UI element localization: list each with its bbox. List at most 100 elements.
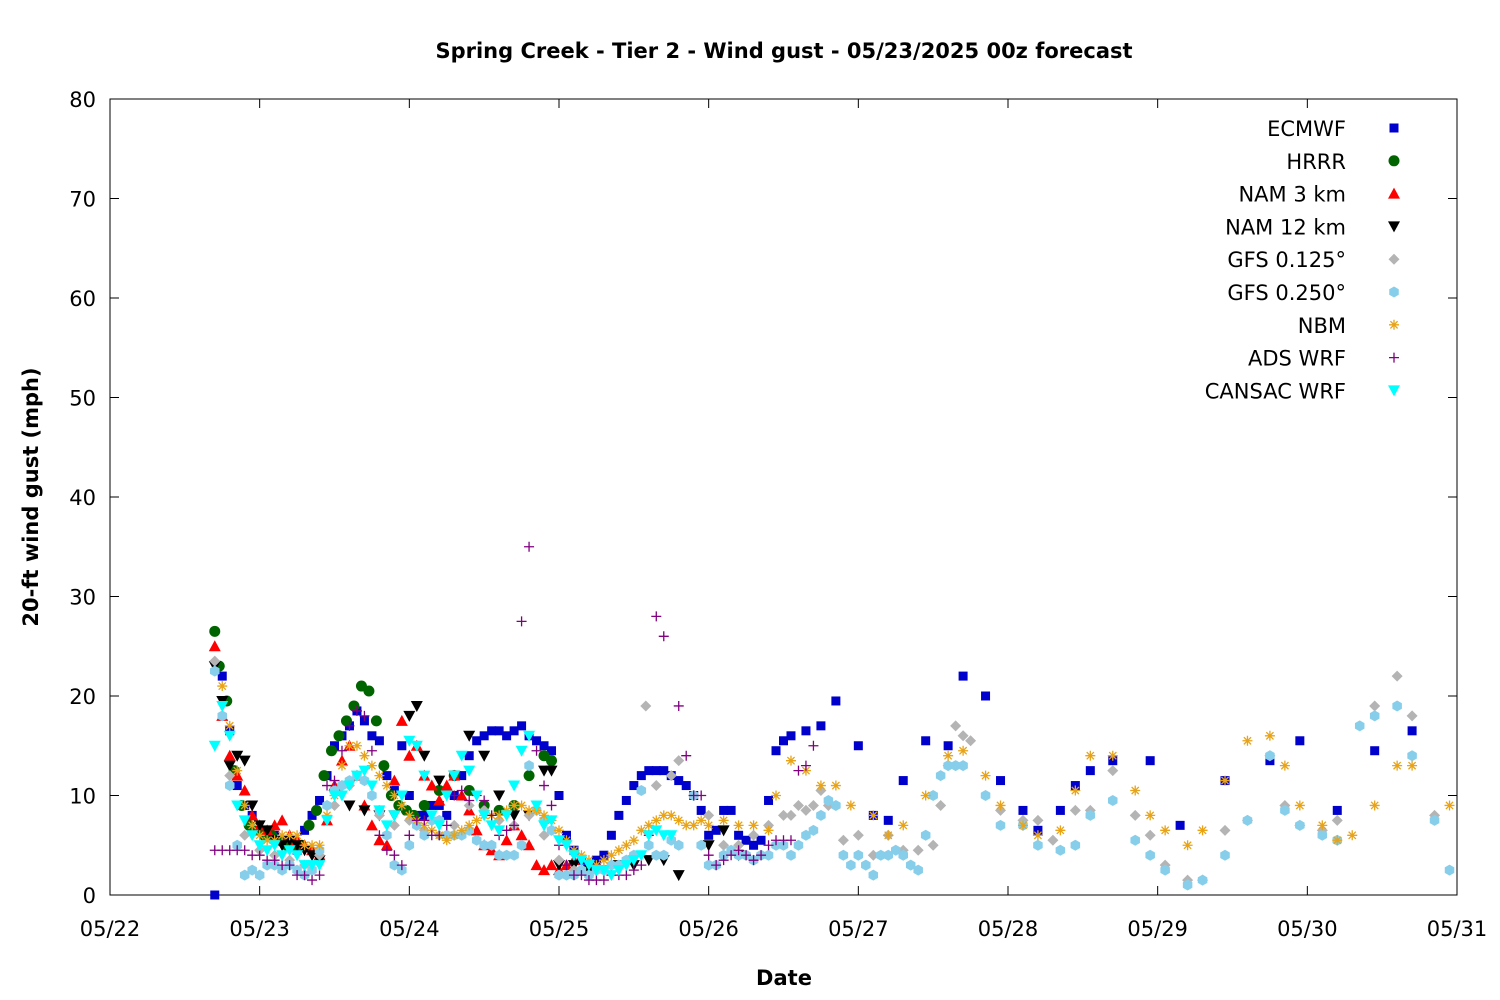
point-nam-12-km bbox=[433, 775, 446, 787]
point-nam-12-km bbox=[672, 870, 685, 882]
point-nbm bbox=[381, 780, 392, 791]
point-gfs-0-250 bbox=[793, 839, 804, 851]
point-gfs-0-125 bbox=[640, 700, 652, 712]
point-nbm bbox=[688, 820, 699, 831]
point-nam-12-km bbox=[246, 800, 259, 812]
legend-marker-gfs-0-125 bbox=[1388, 253, 1400, 265]
point-ads-wrf bbox=[374, 830, 385, 841]
point-gfs-0-125 bbox=[807, 799, 819, 811]
point-nbm bbox=[943, 750, 954, 761]
point-gfs-0-250 bbox=[868, 869, 879, 881]
point-ecmwf bbox=[232, 781, 242, 791]
point-hrrr bbox=[209, 625, 221, 637]
point-ecmwf bbox=[517, 721, 527, 731]
point-ecmwf bbox=[397, 741, 407, 751]
point-ecmwf bbox=[1085, 766, 1095, 776]
point-nbm bbox=[1130, 785, 1141, 796]
point-gfs-0-250 bbox=[801, 829, 811, 841]
point-nam-12-km bbox=[343, 800, 356, 812]
point-nbm bbox=[351, 740, 362, 751]
point-ads-wrf bbox=[800, 760, 811, 771]
point-gfs-0-250 bbox=[1429, 814, 1440, 826]
point-nbm bbox=[1317, 820, 1328, 831]
point-ecmwf bbox=[427, 800, 437, 810]
point-ads-wrf bbox=[254, 850, 265, 861]
point-gfs-0-250 bbox=[898, 849, 908, 861]
point-ads-wrf bbox=[576, 870, 587, 881]
point-nbm bbox=[613, 845, 624, 856]
y-tick-label: 60 bbox=[69, 287, 96, 311]
point-ads-wrf bbox=[703, 850, 714, 861]
point-gfs-0-250 bbox=[1392, 700, 1402, 712]
point-nbm bbox=[830, 780, 841, 791]
point-ads-wrf bbox=[681, 750, 692, 761]
point-ecmwf bbox=[315, 795, 325, 805]
point-ecmwf bbox=[442, 810, 452, 820]
x-tick-label: 05/27 bbox=[828, 917, 889, 941]
point-hrrr bbox=[370, 715, 382, 727]
point-nbm bbox=[920, 790, 931, 801]
point-ecmwf bbox=[734, 830, 744, 840]
point-gfs-0-250 bbox=[636, 785, 647, 797]
point-cansac-wrf bbox=[455, 750, 468, 762]
x-tick-label: 05/28 bbox=[978, 917, 1039, 941]
point-nbm bbox=[718, 815, 729, 826]
point-gfs-0-125 bbox=[1391, 670, 1403, 682]
point-hrrr bbox=[311, 804, 323, 816]
point-hrrr bbox=[318, 770, 330, 782]
point-cansac-wrf bbox=[418, 770, 431, 782]
point-nam-3-km bbox=[440, 779, 453, 791]
point-cansac-wrf bbox=[620, 860, 633, 872]
point-ecmwf bbox=[487, 726, 497, 736]
point-gfs-0-250 bbox=[1280, 804, 1290, 816]
point-ads-wrf bbox=[711, 860, 722, 871]
point-ads-wrf bbox=[733, 845, 744, 856]
point-nbm bbox=[1392, 760, 1403, 771]
point-gfs-0-250 bbox=[958, 760, 968, 772]
point-nbm bbox=[1145, 810, 1156, 821]
point-gfs-0-250 bbox=[1265, 750, 1275, 762]
point-cansac-wrf bbox=[478, 810, 491, 822]
point-nam-3-km bbox=[208, 640, 221, 652]
point-nbm bbox=[1369, 800, 1380, 811]
point-gfs-0-125 bbox=[650, 780, 662, 792]
point-cansac-wrf bbox=[493, 825, 506, 837]
point-gfs-0-125 bbox=[748, 829, 760, 841]
point-cansac-wrf bbox=[388, 810, 401, 822]
point-ecmwf bbox=[547, 746, 557, 756]
point-cansac-wrf bbox=[508, 780, 521, 792]
point-ecmwf bbox=[719, 805, 729, 815]
point-cansac-wrf bbox=[350, 770, 363, 782]
point-gfs-0-250 bbox=[651, 849, 662, 861]
point-hrrr bbox=[363, 685, 375, 697]
point-cansac-wrf bbox=[538, 820, 551, 832]
point-nbm bbox=[643, 820, 654, 831]
point-nam-12-km bbox=[545, 765, 558, 777]
legend-label-ads-wrf: ADS WRF bbox=[1248, 347, 1346, 371]
point-nbm bbox=[292, 830, 303, 841]
point-gfs-0-250 bbox=[1369, 710, 1380, 722]
point-nam-12-km bbox=[410, 700, 423, 712]
point-ecmwf bbox=[502, 731, 512, 741]
point-ads-wrf bbox=[696, 790, 707, 801]
point-nbm bbox=[464, 820, 475, 831]
point-gfs-0-125 bbox=[785, 809, 797, 821]
point-cansac-wrf bbox=[545, 815, 558, 827]
point-gfs-0-250 bbox=[950, 760, 961, 772]
point-nam-12-km bbox=[253, 820, 266, 832]
point-gfs-0-250 bbox=[935, 770, 946, 782]
point-nbm bbox=[1107, 750, 1118, 761]
x-tick-label: 05/29 bbox=[1127, 917, 1188, 941]
point-gfs-0-250 bbox=[1085, 809, 1096, 821]
point-gfs-0-250 bbox=[883, 849, 894, 861]
point-nbm bbox=[456, 825, 467, 836]
point-gfs-0-250 bbox=[846, 859, 856, 871]
point-cansac-wrf bbox=[380, 820, 393, 832]
legend-label-hrrr: HRRR bbox=[1286, 150, 1346, 174]
point-ads-wrf bbox=[509, 820, 520, 831]
point-gfs-0-250 bbox=[501, 849, 512, 861]
point-ecmwf bbox=[629, 781, 639, 791]
point-nbm bbox=[1444, 800, 1455, 811]
point-gfs-0-250 bbox=[337, 780, 347, 792]
point-gfs-0-250 bbox=[486, 839, 497, 851]
